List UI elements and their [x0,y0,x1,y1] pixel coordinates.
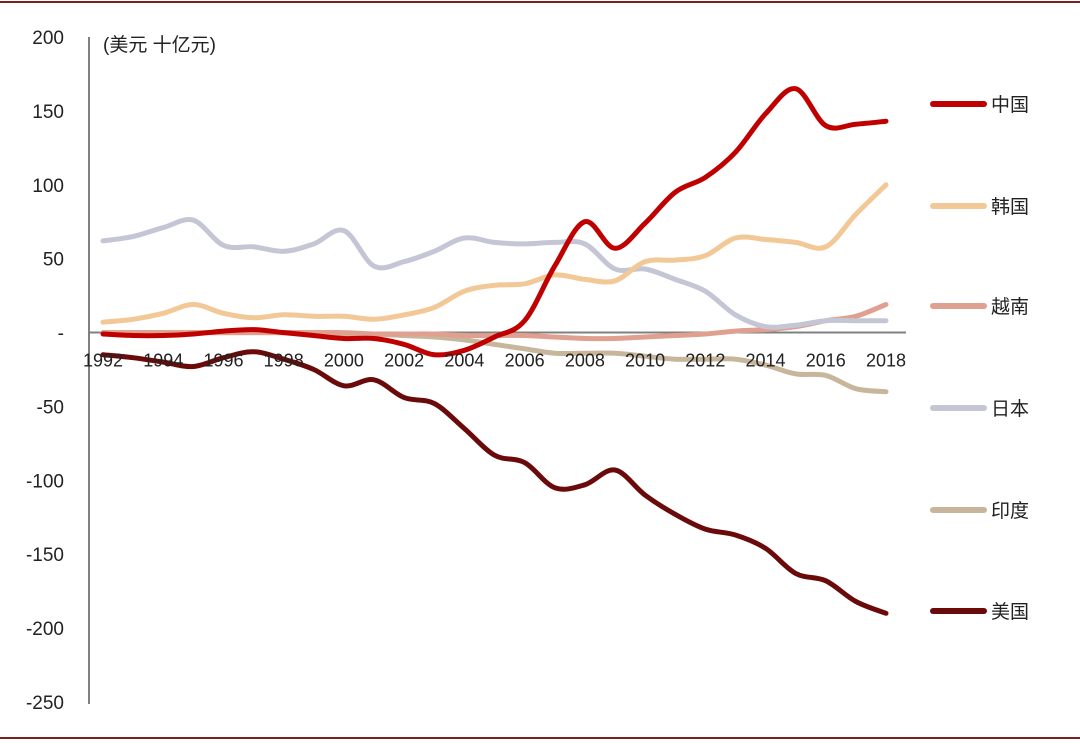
y-tick-label-250: -250 [26,693,64,714]
x-tick-label-2014: 2014 [746,351,786,371]
unit-label: (美元 十亿元) [103,34,216,56]
top-frame-line [0,1,1080,3]
y-tick-label-50: -50 [37,397,64,418]
series-line-korea [100,182,889,325]
x-tick-label-2004: 2004 [444,351,484,371]
legend-label-vietnam: 越南 [991,296,1029,318]
x-tick-label-2002: 2002 [384,351,424,371]
x-tick-label-2006: 2006 [505,351,545,371]
y-tick-label-50: 50 [43,250,64,271]
x-tick-label-1998: 1998 [264,351,304,371]
y-tick-label-100: 100 [32,176,64,197]
label-layer: 200 150 100 50 - -50 -100 -150 -200 -250 1992 1994 1… [26,28,906,714]
series-layer [100,86,889,616]
x-tick-label-2018: 2018 [866,351,906,371]
x-tick-label-2012: 2012 [685,351,725,371]
legend-label-korea: 韩国 [991,196,1029,218]
x-tick-label-1992: 1992 [83,351,123,371]
series-line-japan [100,217,889,330]
y-tick-label-150: 150 [32,102,64,123]
y-tick-label-200: 200 [32,28,64,49]
legend-label-usa: 美国 [991,601,1029,623]
y-tick-label-100: -100 [26,471,64,492]
legend-label-india: 印度 [991,500,1029,522]
series-line-china [100,86,889,358]
x-tick-label-2010: 2010 [625,351,665,371]
x-tick-label-1996: 1996 [203,351,243,371]
series-line-usa [100,349,889,616]
y-tick-label-150: -150 [26,545,64,566]
y-tick-label-0: - [58,324,64,345]
legend-label-china: 中国 [991,94,1029,116]
bottom-frame-line [0,737,1080,739]
y-tick-label-200: -200 [26,619,64,640]
x-tick-label-2000: 2000 [324,351,364,371]
x-tick-label-2016: 2016 [806,351,846,371]
legend-label-japan: 日本 [991,398,1029,420]
x-tick-label-2008: 2008 [565,351,605,371]
x-tick-label-1994: 1994 [143,351,183,371]
